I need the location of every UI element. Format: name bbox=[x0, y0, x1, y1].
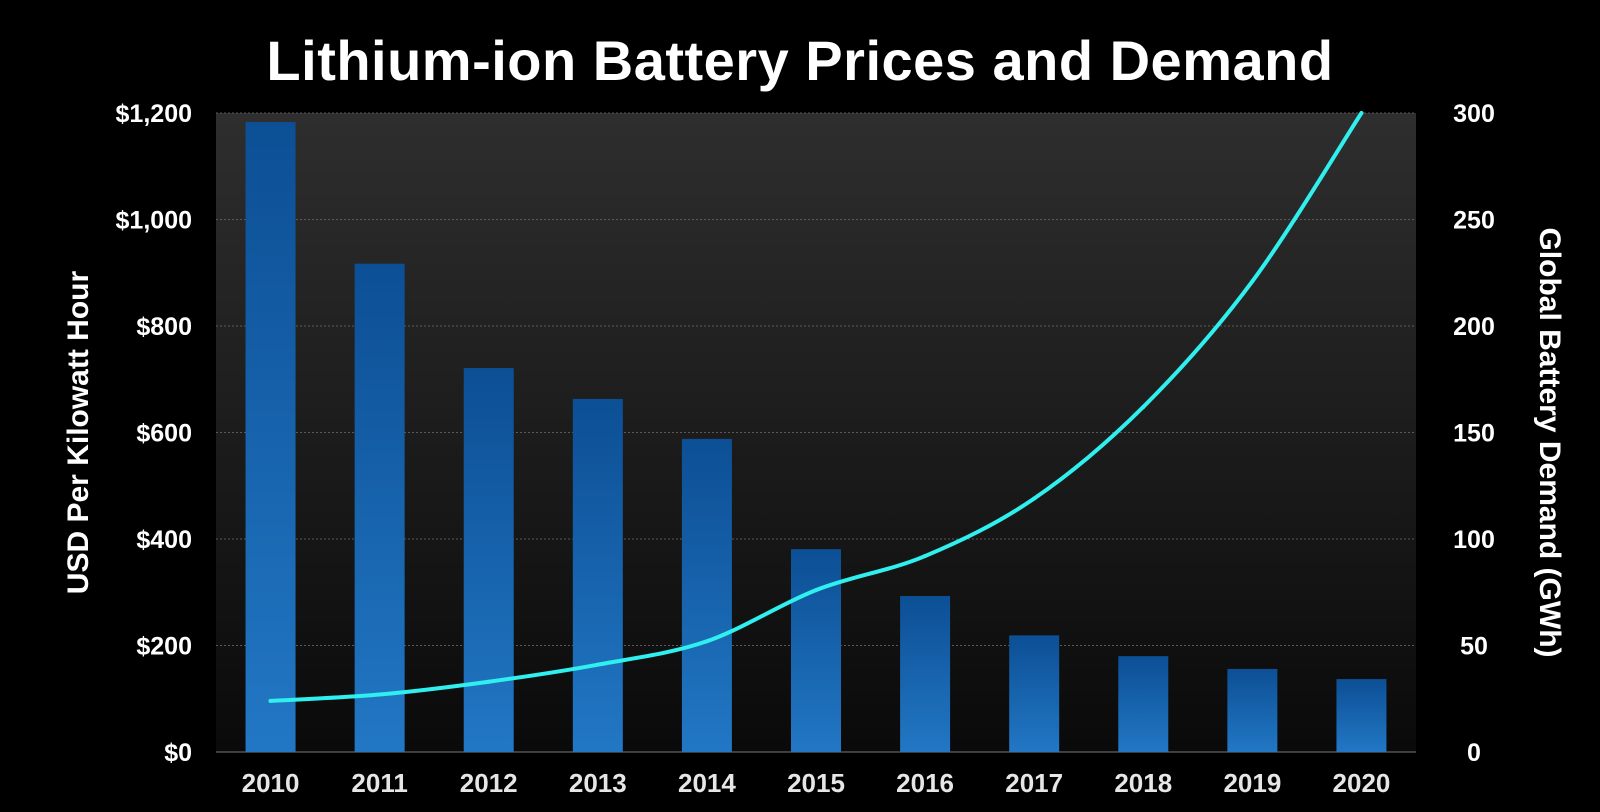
demand-point-2018 bbox=[1141, 404, 1146, 409]
y-left-tick-label: $800 bbox=[136, 313, 192, 341]
y-right-tick-label: 200 bbox=[1453, 313, 1495, 341]
demand-point-2017 bbox=[1032, 496, 1037, 501]
y-right-tick-label: 100 bbox=[1453, 526, 1495, 554]
demand-point-2014 bbox=[704, 639, 709, 644]
bar-2010 bbox=[245, 122, 296, 753]
bar-2016 bbox=[900, 595, 951, 752]
demand-point-2012 bbox=[486, 679, 491, 684]
chart-title: Lithium-ion Battery Prices and Demand bbox=[266, 29, 1334, 92]
x-tick-label: 2018 bbox=[1114, 768, 1172, 798]
x-tick-label: 2010 bbox=[242, 768, 300, 798]
bar-2020 bbox=[1336, 679, 1387, 752]
y-right-tick-label: 250 bbox=[1453, 207, 1495, 235]
y-right-tick-label: 0 bbox=[1467, 739, 1481, 767]
x-tick-label: 2020 bbox=[1333, 768, 1391, 798]
x-tick-label: 2013 bbox=[569, 768, 627, 798]
y-left-axis-label: USD Per Kilowatt Hour bbox=[62, 270, 95, 594]
bar-2012 bbox=[463, 368, 514, 752]
demand-point-2013 bbox=[595, 662, 600, 667]
y-right-axis-label: Global Battery Demand (GWh) bbox=[1533, 227, 1566, 657]
x-tick-label: 2016 bbox=[896, 768, 954, 798]
y-left-tick-label: $1,000 bbox=[116, 207, 192, 235]
x-tick-label: 2019 bbox=[1223, 768, 1281, 798]
bar-2013 bbox=[572, 398, 623, 752]
demand-point-2019 bbox=[1250, 279, 1255, 284]
y-right-tick-label: 50 bbox=[1460, 633, 1488, 661]
x-tick-label: 2015 bbox=[787, 768, 845, 798]
y-left-tick-label: $0 bbox=[164, 739, 192, 767]
bar-2017 bbox=[1009, 635, 1060, 752]
x-tick-label: 2012 bbox=[460, 768, 518, 798]
x-tick-label: 2017 bbox=[1005, 768, 1063, 798]
bar-2019 bbox=[1227, 668, 1278, 752]
y-left-tick-label: $200 bbox=[136, 633, 192, 661]
demand-line bbox=[268, 111, 1364, 703]
demand-point-2020 bbox=[1359, 111, 1364, 115]
demand-point-2015 bbox=[814, 588, 818, 593]
bar-2018 bbox=[1118, 656, 1169, 752]
x-tick-label: 2011 bbox=[351, 768, 407, 798]
y-right-tick-label: 300 bbox=[1453, 100, 1495, 128]
bar-2015 bbox=[791, 549, 841, 752]
demand-point-2010 bbox=[268, 698, 273, 703]
y-left-tick-label: $600 bbox=[136, 420, 192, 448]
y-right-tick-label: 150 bbox=[1453, 420, 1495, 448]
demand-point-2016 bbox=[923, 554, 928, 559]
bar-2014 bbox=[681, 438, 732, 752]
bar-2011 bbox=[354, 263, 405, 752]
x-tick-label: 2014 bbox=[678, 768, 736, 798]
y-left-tick-label: $1,200 bbox=[116, 100, 192, 128]
y-left-tick-label: $400 bbox=[136, 526, 192, 554]
demand-point-2011 bbox=[377, 692, 382, 697]
